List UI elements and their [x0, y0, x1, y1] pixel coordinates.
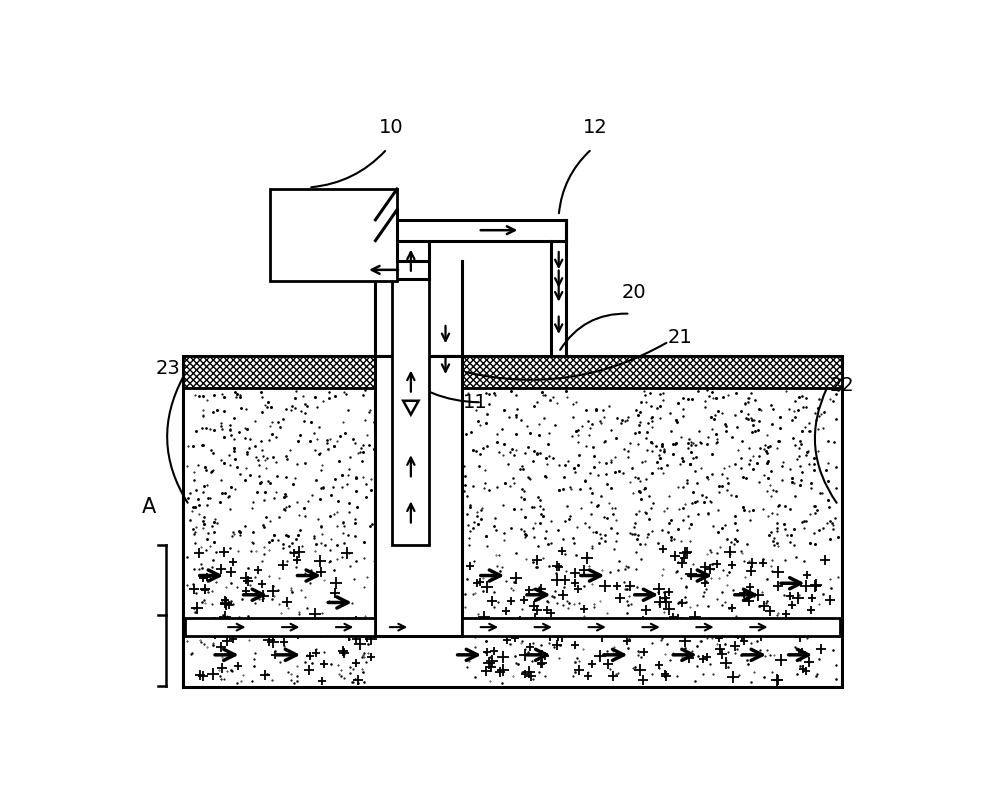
Text: 23: 23	[155, 359, 180, 378]
Text: 10: 10	[379, 118, 403, 138]
Bar	[185, 618, 375, 637]
Text: 20: 20	[622, 283, 646, 302]
Bar	[183, 356, 375, 389]
Text: 21: 21	[668, 328, 693, 347]
Bar	[462, 356, 842, 389]
Bar	[462, 356, 842, 389]
Text: 11: 11	[463, 393, 488, 412]
Text: 22: 22	[830, 376, 854, 394]
Bar	[392, 241, 429, 545]
Text: A: A	[142, 497, 156, 517]
Text: 12: 12	[583, 118, 608, 138]
Bar	[375, 356, 462, 637]
Bar	[270, 189, 397, 282]
Bar	[462, 618, 840, 637]
Bar	[183, 356, 375, 389]
Bar	[183, 356, 842, 687]
